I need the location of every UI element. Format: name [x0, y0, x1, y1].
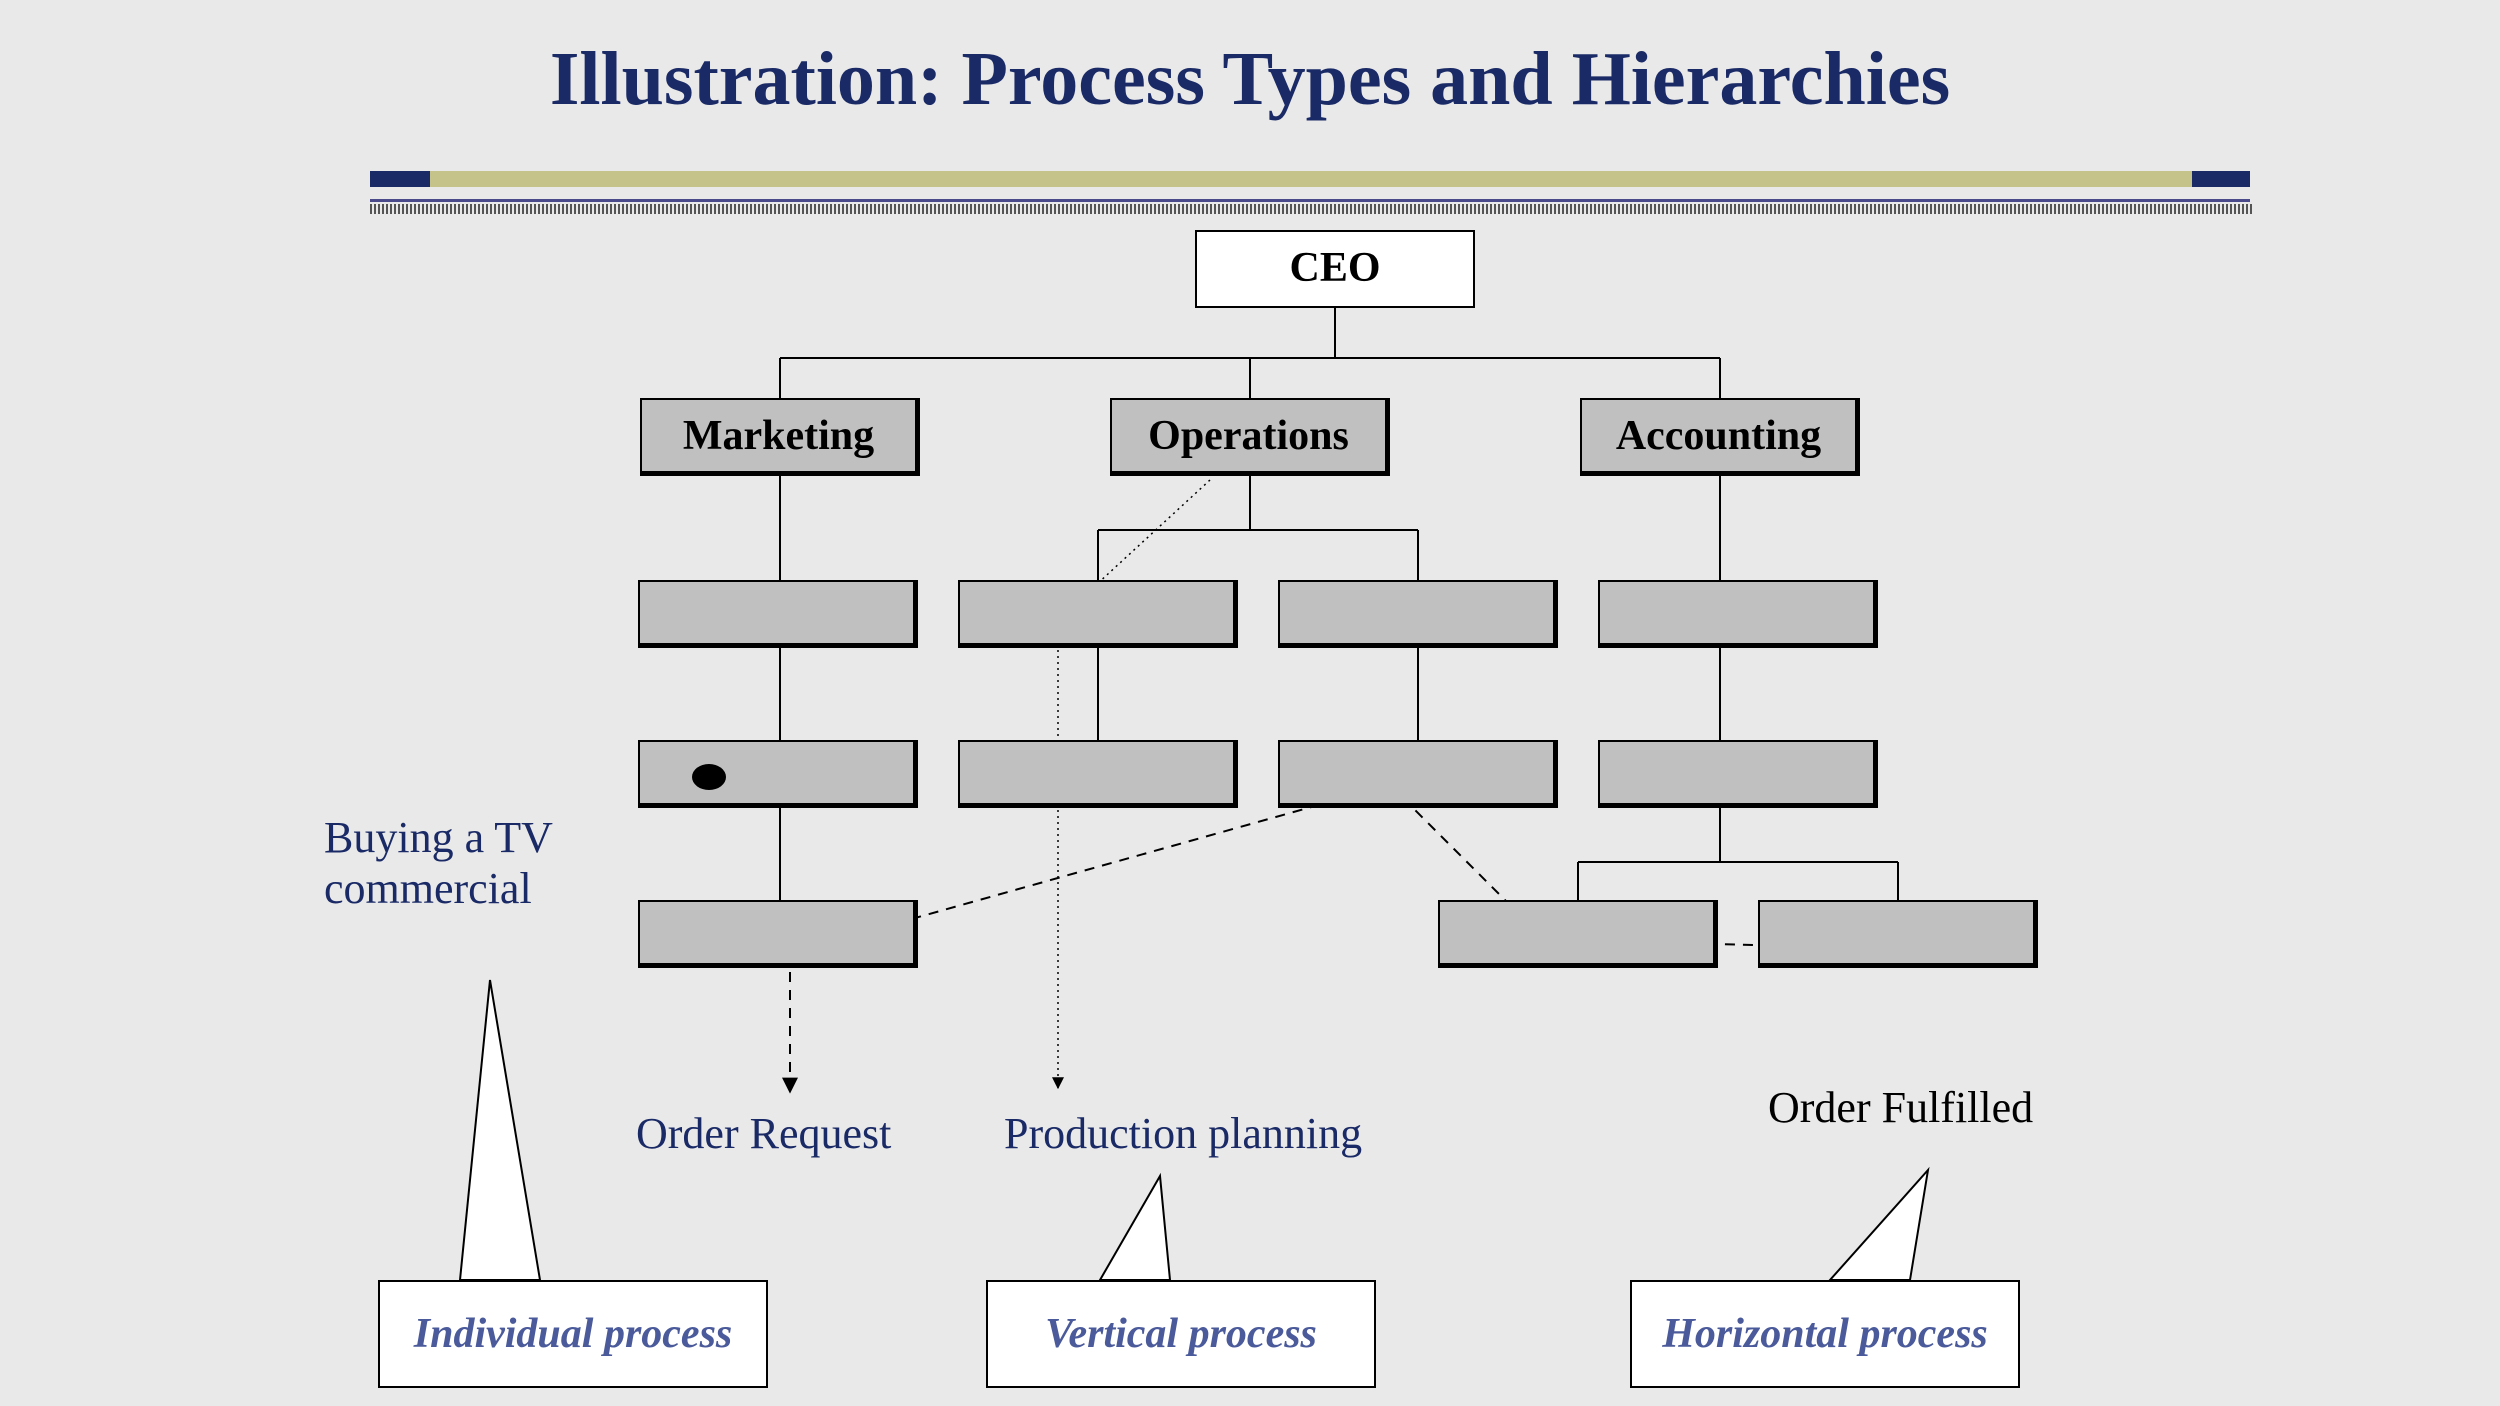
label-production-planning: Production planning	[1004, 1108, 1362, 1159]
slide: { "title": {"text": "Illustration: Proce…	[0, 0, 2500, 1406]
node-dept-1: Operations	[1110, 398, 1390, 476]
node-r3-1	[958, 740, 1238, 808]
node-ceo: CEO	[1195, 230, 1475, 308]
node-r2-0	[638, 580, 918, 648]
slide-title: Illustration: Process Types and Hierarch…	[0, 36, 2500, 123]
node-r2-3	[1598, 580, 1878, 648]
callout-vertical-process: Vertical process	[986, 1280, 1376, 1388]
accent-bar	[370, 171, 2250, 187]
node-r2-2	[1278, 580, 1558, 648]
node-r4-1	[1438, 900, 1718, 968]
node-r3-0	[638, 740, 918, 808]
node-dept-0: Marketing	[640, 398, 920, 476]
task-marker-dot	[692, 764, 726, 790]
node-r3-2	[1278, 740, 1558, 808]
label-order-fulfilled: Order Fulfilled	[1768, 1082, 2033, 1133]
node-r3-3	[1598, 740, 1878, 808]
node-r4-0	[638, 900, 918, 968]
label-order-request: Order Request	[636, 1108, 891, 1159]
callout-individual-process: Individual process	[378, 1280, 768, 1388]
callout-horizontal-process: Horizontal process	[1630, 1280, 2020, 1388]
node-dept-2: Accounting	[1580, 398, 1860, 476]
accent-thin-line	[370, 199, 2250, 202]
label-tv-commercial: Buying a TV commercial	[324, 812, 553, 914]
node-r2-1	[958, 580, 1238, 648]
node-r4-2	[1758, 900, 2038, 968]
accent-dots	[370, 204, 2252, 214]
